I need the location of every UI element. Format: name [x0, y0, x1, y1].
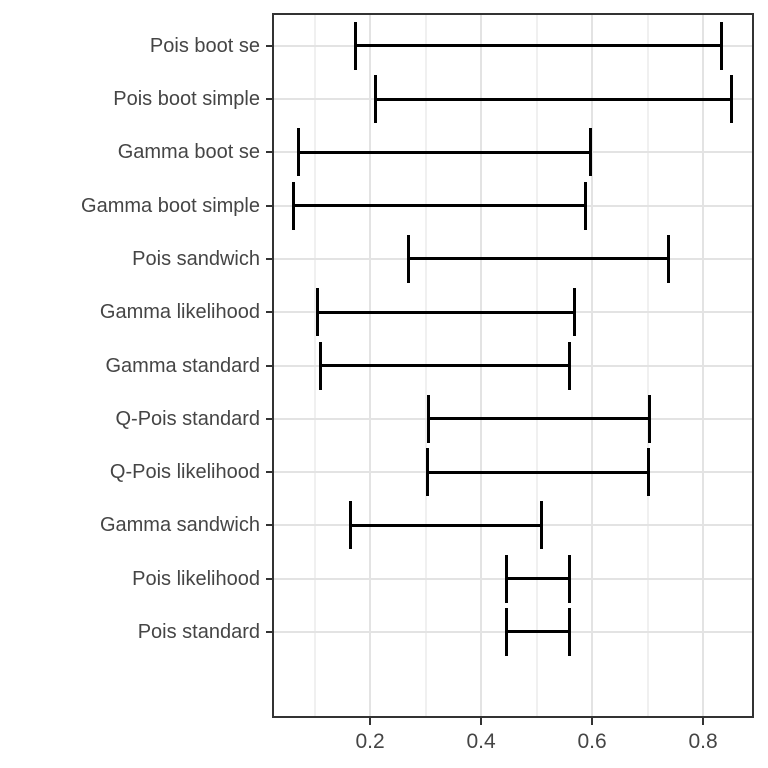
error-bar-line: [428, 417, 650, 421]
error-bar-cap-left: [426, 394, 430, 443]
error-bar-cap-left: [373, 75, 377, 124]
error-bar-line: [506, 630, 570, 634]
y-axis-label: Pois standard: [137, 620, 260, 643]
x-axis-label: 0.6: [577, 730, 607, 753]
error-bar-cap-right: [539, 501, 543, 550]
error-bar-cap-right: [572, 288, 576, 337]
y-axis-tick: [266, 98, 273, 101]
error-bar-line: [427, 470, 649, 474]
y-axis-label: Gamma sandwich: [99, 514, 260, 537]
x-axis-label: 0.8: [688, 730, 718, 753]
x-axis-label: 0.2: [355, 730, 385, 753]
error-bar-cap-right: [589, 128, 593, 177]
error-bar-line: [293, 204, 586, 208]
error-bar-cap-left: [353, 21, 357, 70]
y-axis-label: Pois boot se: [149, 34, 260, 57]
x-axis-tick: [702, 718, 705, 725]
error-bar-cap-left: [504, 554, 508, 603]
error-bar-cap-left: [292, 181, 296, 230]
error-bar-line: [350, 523, 541, 527]
y-axis-label: Pois boot simple: [113, 88, 260, 111]
y-axis-tick: [266, 151, 273, 154]
y-axis-label: Gamma boot se: [117, 141, 260, 164]
y-axis-tick: [266, 311, 273, 314]
y-axis-tick: [266, 417, 273, 420]
y-axis-tick: [266, 630, 273, 633]
y-axis-tick: [266, 577, 273, 580]
error-bar-line: [375, 97, 732, 101]
error-bar-cap-left: [406, 234, 410, 283]
error-bar-line: [355, 44, 722, 48]
error-bar-cap-right: [720, 21, 724, 70]
error-bar-cap-right: [584, 181, 588, 230]
error-bar-line: [320, 364, 570, 367]
error-bar-cap-left: [297, 128, 301, 177]
y-axis-label: Q-Pois likelihood: [109, 461, 260, 483]
error-bar-cap-right: [667, 234, 671, 283]
x-axis-tick: [369, 718, 372, 725]
y-axis-label: Q-Pois standard: [115, 407, 260, 430]
y-axis-label: Pois likelihood: [132, 567, 260, 590]
x-axis-label: 0.4: [466, 730, 496, 753]
y-axis-tick: [266, 471, 273, 473]
error-bar-cap-right: [567, 607, 571, 656]
error-bar-cap-right: [647, 394, 651, 443]
y-axis-tick: [266, 364, 273, 367]
error-bar-line: [298, 150, 591, 154]
error-bar-cap-right: [646, 448, 650, 496]
y-axis-tick: [266, 524, 273, 527]
y-axis-tick: [266, 204, 273, 207]
error-bar-cap-left: [504, 607, 508, 656]
error-bar-cap-left: [319, 341, 323, 390]
y-axis-tick: [266, 257, 273, 260]
error-bar-cap-left: [315, 288, 319, 337]
y-axis-tick: [266, 44, 273, 47]
error-bar-cap-left: [426, 448, 430, 496]
error-bar-cap-right: [730, 75, 734, 124]
error-bar-line: [317, 310, 575, 314]
y-axis-label: Pois sandwich: [132, 247, 260, 270]
y-axis-label: Gamma boot simple: [81, 194, 260, 217]
y-axis-label: Gamma standard: [105, 354, 260, 377]
error-bar-cap-left: [348, 501, 352, 550]
x-axis-tick: [591, 718, 594, 725]
x-axis-tick: [480, 718, 483, 725]
error-bar-cap-right: [568, 554, 572, 603]
error-bar-line: [408, 257, 669, 261]
error-bar-cap-right: [567, 341, 571, 390]
error-bar-line: [506, 577, 570, 581]
y-axis-label: Gamma likelihood: [99, 301, 260, 324]
